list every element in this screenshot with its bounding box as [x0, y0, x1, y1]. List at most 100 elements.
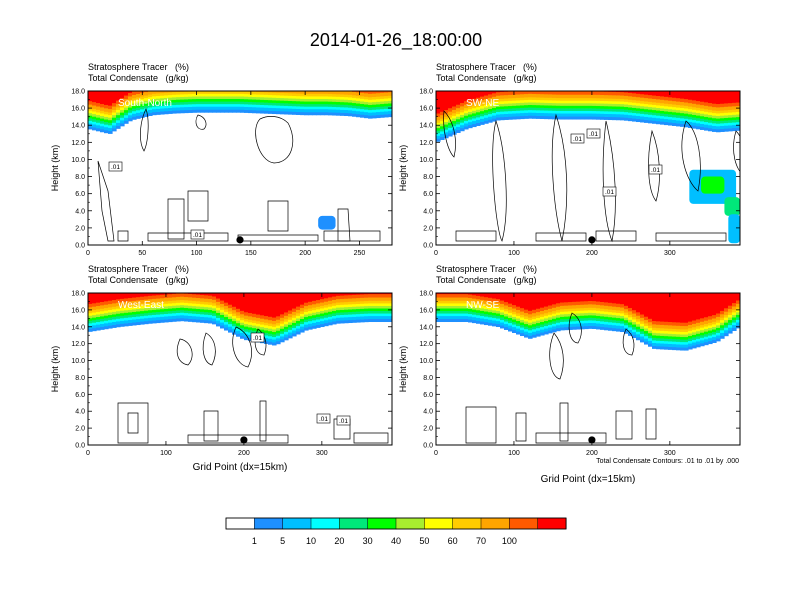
tracer-cell — [224, 293, 229, 303]
tracer-cell — [172, 293, 177, 298]
tracer-cell — [268, 110, 273, 114]
tracer-cell — [724, 120, 729, 124]
tracer-cell — [720, 112, 725, 116]
tracer-cell — [168, 92, 173, 96]
tracer-cell — [660, 330, 665, 334]
tracer-cell — [200, 309, 205, 312]
tracer-cell — [660, 324, 665, 329]
x-tick-label: 150 — [245, 250, 257, 257]
tracer-cell — [552, 323, 557, 327]
tracer-cell — [616, 108, 621, 112]
tracer-cell — [244, 101, 249, 105]
tracer-cell — [468, 111, 473, 115]
tracer-cell — [108, 114, 113, 118]
tracer-cell — [656, 345, 661, 350]
tracer-cell — [328, 112, 333, 116]
tracer-cell — [368, 318, 373, 323]
tracer-cell — [388, 103, 392, 107]
tracer-cell — [476, 119, 481, 123]
tracer-cell — [660, 340, 665, 344]
tracer-cell — [616, 312, 621, 316]
contour-label: .01 — [605, 189, 614, 196]
tracer-cell — [632, 105, 637, 108]
tracer-cell — [596, 116, 601, 120]
tracer-cell — [200, 101, 205, 105]
tracer-cell — [140, 310, 145, 314]
tracer-cell — [716, 338, 721, 342]
tracer-cell — [224, 321, 229, 325]
tracer-cell — [152, 106, 157, 110]
tracer-cell — [108, 309, 113, 313]
tracer-cell — [272, 100, 277, 103]
tracer-cell — [696, 319, 701, 323]
tracer-cell — [612, 317, 617, 321]
tracer-cell — [136, 112, 141, 116]
tracer-cell — [300, 93, 305, 97]
tracer-cell — [660, 328, 665, 331]
tracer-cell — [492, 301, 497, 306]
tracer-cell — [536, 327, 541, 331]
tracer-cell — [692, 323, 697, 328]
tracer-cell — [612, 116, 617, 121]
panel-label: NW-SE — [466, 300, 499, 311]
tracer-cell — [324, 108, 329, 113]
tracer-cell — [680, 293, 685, 323]
tracer-cell — [544, 112, 549, 117]
tracer-cell — [672, 114, 677, 118]
tracer-cell — [284, 331, 289, 335]
tracer-cell — [680, 123, 685, 127]
tracer-cell — [616, 103, 621, 107]
tracer-cell — [676, 101, 681, 106]
tracer-cell — [160, 314, 165, 317]
tracer-cell — [340, 317, 345, 321]
tracer-cell — [216, 93, 221, 97]
tracer-cell — [728, 317, 733, 321]
tracer-cell — [604, 321, 609, 325]
tracer-cell — [140, 303, 145, 307]
tracer-cell — [168, 303, 173, 307]
tracer-cell — [332, 293, 337, 297]
tracer-cell — [256, 317, 261, 322]
tracer-cell — [652, 345, 657, 349]
tracer-cell — [276, 105, 281, 109]
tracer-cell — [716, 107, 721, 111]
tracer-cell — [640, 317, 645, 322]
tracer-cell — [644, 316, 649, 321]
tracer-cell — [592, 304, 597, 308]
tracer-cell — [104, 111, 109, 115]
tracer-cell — [224, 324, 229, 328]
tracer-cell — [480, 103, 485, 107]
tracer-cell — [348, 91, 353, 95]
tracer-cell — [188, 293, 193, 298]
tracer-cell — [384, 100, 389, 104]
tracer-cell — [500, 101, 505, 104]
tracer-cell — [184, 315, 189, 319]
tracer-cell — [504, 105, 509, 109]
tracer-cell — [604, 103, 609, 107]
tracer-cell — [448, 318, 453, 323]
tracer-cell — [116, 321, 121, 325]
tracer-cell — [132, 304, 137, 307]
tracer-cell — [580, 307, 585, 311]
tracer-cell — [636, 118, 641, 123]
contour-line — [465, 406, 497, 444]
tracer-cell — [212, 308, 217, 311]
tracer-cell — [312, 312, 317, 316]
tracer-cell — [576, 308, 581, 311]
tracer-cell — [588, 97, 593, 101]
tracer-cell — [172, 307, 177, 311]
tracer-cell — [672, 119, 677, 123]
tracer-cell — [720, 335, 725, 339]
tracer-cell — [128, 91, 133, 94]
tracer-cell — [312, 317, 317, 321]
tracer-cell — [96, 122, 101, 126]
tracer-cell — [648, 104, 653, 108]
tracer-cell — [300, 321, 305, 325]
tracer-cell — [616, 315, 621, 319]
tracer-cell — [160, 103, 165, 107]
tracer-cell — [648, 332, 653, 336]
tracer-cell — [180, 91, 185, 95]
tracer-cell — [380, 293, 385, 298]
tracer-cell — [700, 113, 705, 117]
tracer-cell — [344, 102, 349, 105]
